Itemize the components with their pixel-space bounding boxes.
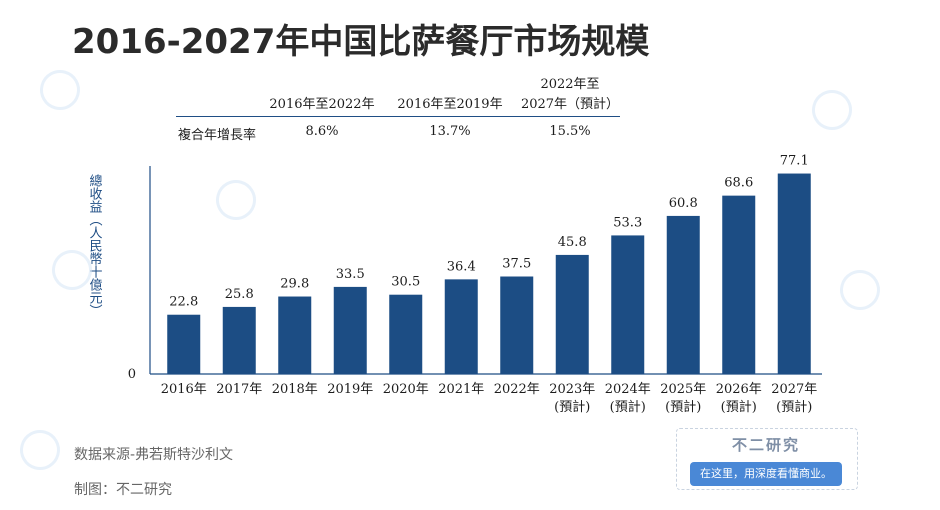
x-tick-label: 2026年 xyxy=(716,382,762,397)
cagr-table: 2016年至2022年 2016年至2019年 2022年至 2027年（預計）… xyxy=(0,0,940,150)
bar xyxy=(333,286,367,374)
cagr-header-3-line1: 2022年至 xyxy=(540,77,600,92)
bar xyxy=(389,294,423,374)
x-tick-label: 2019年 xyxy=(327,382,373,397)
x-tick-label: 2023年 xyxy=(549,382,595,397)
bar xyxy=(611,235,645,374)
cagr-divider xyxy=(176,116,620,117)
data-label: 25.8 xyxy=(225,287,254,302)
x-tick-label: 2018年 xyxy=(272,382,318,397)
cagr-header-2: 2016年至2019年 xyxy=(397,97,503,112)
data-source: 数据来源-弗若斯特沙利文 xyxy=(74,447,234,463)
x-tick-label: 2020年 xyxy=(383,382,429,397)
bar xyxy=(722,195,756,374)
x-tick-sublabel: (預計) xyxy=(554,399,590,415)
data-label: 45.8 xyxy=(558,235,587,250)
bar xyxy=(167,314,201,374)
cagr-value-1: 8.6% xyxy=(305,124,339,139)
bar xyxy=(222,306,256,374)
x-tick-label: 2021年 xyxy=(438,382,484,397)
chart-title: 2016-2027年中国比萨餐厅市场规模 xyxy=(72,22,650,62)
bar xyxy=(666,215,700,374)
data-label: 77.1 xyxy=(780,154,809,169)
x-tick-label: 2025年 xyxy=(660,382,706,397)
cagr-value-3: 15.5% xyxy=(549,124,591,139)
cagr-header-3-line2: 2027年（預計） xyxy=(520,97,620,112)
bar xyxy=(444,279,478,374)
x-tick-sublabel: (預計) xyxy=(776,399,812,415)
data-label: 53.3 xyxy=(613,215,642,230)
x-tick-sublabel: (預計) xyxy=(721,399,757,415)
chart-maker: 制图：不二研究 xyxy=(74,482,172,498)
x-tick-label: 2027年 xyxy=(771,382,817,397)
data-label: 60.8 xyxy=(669,196,698,211)
x-tick-label: 2024年 xyxy=(605,382,651,397)
brand-frame xyxy=(676,428,858,490)
brand-name: 不二研究 xyxy=(731,436,800,454)
brand-slogan: 在这里，用深度看懂商业。 xyxy=(690,462,842,486)
data-label: 30.5 xyxy=(391,275,420,290)
x-tick-label: 2017年 xyxy=(216,382,262,397)
cagr-value-2: 13.7% xyxy=(429,124,471,139)
bar xyxy=(555,254,589,374)
data-label: 22.8 xyxy=(169,295,198,310)
data-label: 29.8 xyxy=(280,277,309,292)
y-tick-label: 0 xyxy=(128,367,136,382)
data-label: 33.5 xyxy=(336,267,365,282)
bar xyxy=(500,276,534,374)
y-axis-label: 總收益（人民幣十億元） xyxy=(86,173,102,317)
brand-badge: 不二研究 在这里，用深度看懂商业。 xyxy=(676,428,858,496)
bar xyxy=(278,296,312,374)
x-tick-label: 2016年 xyxy=(161,382,207,397)
cagr-header-1: 2016年至2022年 xyxy=(269,97,375,112)
data-label: 36.4 xyxy=(447,259,476,274)
x-tick-sublabel: (預計) xyxy=(610,399,646,415)
x-tick-label: 2022年 xyxy=(494,382,540,397)
bar xyxy=(777,173,811,374)
data-label: 68.6 xyxy=(724,176,753,191)
cagr-row-label: 複合年增長率 xyxy=(178,128,257,143)
x-tick-sublabel: (預計) xyxy=(665,399,701,415)
data-label: 37.5 xyxy=(502,257,531,272)
